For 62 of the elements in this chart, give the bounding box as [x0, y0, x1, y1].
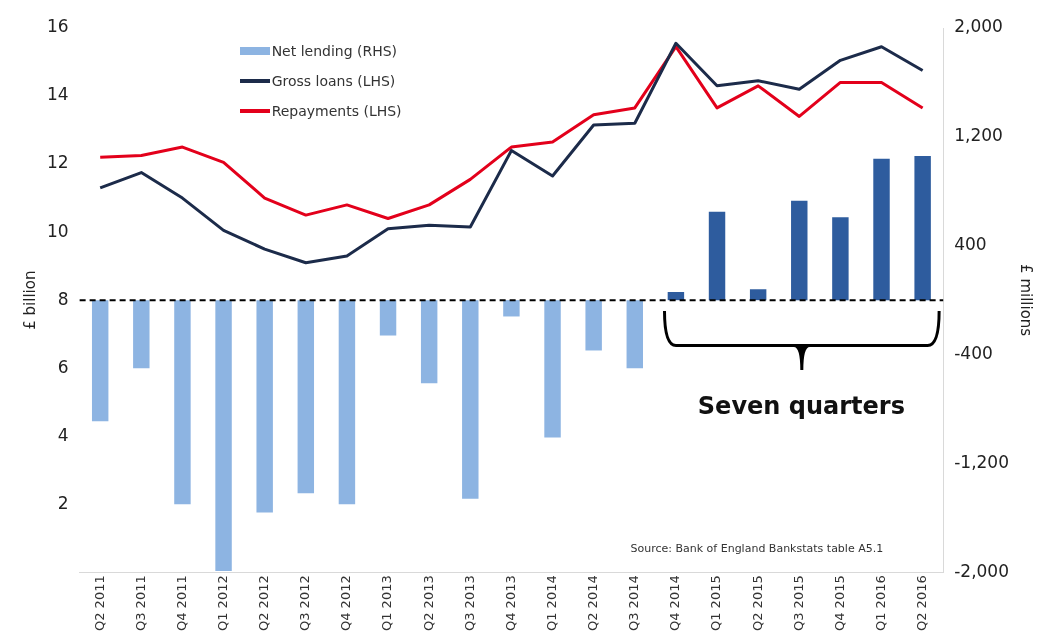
y-tick-label: 6 — [57, 356, 69, 377]
x-tick-label: Q3 2011 — [132, 575, 148, 632]
x-tick-label: Q1 2012 — [214, 575, 230, 632]
bar — [379, 300, 397, 336]
bar — [503, 300, 520, 317]
legend-label: Gross loans (LHS) — [271, 73, 396, 89]
y2-tick-label: -1,200 — [954, 451, 1010, 472]
x-tick-label: Q1 2016 — [872, 575, 888, 632]
bar — [873, 158, 890, 301]
y-tick-label: 2 — [57, 492, 69, 513]
annotation: Source: Bank of England Bankstats table A5.1 — [630, 542, 884, 556]
bar — [585, 300, 602, 351]
y2-tick-label: 400 — [954, 234, 987, 255]
bar — [708, 211, 726, 301]
x-tick-label: Q3 2012 — [297, 575, 313, 632]
bar — [297, 300, 315, 494]
bar — [914, 155, 931, 301]
y-tick-label: 4 — [57, 424, 69, 445]
y2-axis-title: £ millions — [1017, 264, 1036, 337]
x-tick-label: Q2 2014 — [585, 575, 601, 632]
bar — [174, 300, 191, 505]
x-tick-label: Q4 2015 — [831, 575, 847, 632]
y-tick-label: 8 — [57, 288, 69, 309]
x-tick-label: Q4 2012 — [338, 575, 354, 632]
x-tick-label: Q4 2011 — [173, 575, 189, 632]
y-tick-label: 12 — [46, 152, 69, 173]
y-tick-label: 10 — [46, 220, 69, 241]
y-tick-label: 14 — [46, 84, 69, 105]
x-tick-label: Q2 2016 — [914, 575, 930, 632]
x-tick-label: Q1 2013 — [379, 575, 395, 632]
y2-tick-label: 1,200 — [954, 125, 1003, 146]
x-tick-label: Q4 2014 — [667, 575, 683, 632]
bar — [544, 300, 561, 438]
x-tick-label: Q4 2013 — [502, 575, 518, 632]
legend-label: Net lending (RHS) — [271, 43, 398, 59]
x-tick-label: Q2 2013 — [420, 575, 436, 632]
x-tick-label: Q2 2015 — [749, 575, 765, 632]
y-axis-title: £ billion — [20, 270, 39, 330]
x-tick-label: Q3 2013 — [461, 575, 477, 632]
x-tick-label: Q3 2015 — [790, 575, 806, 632]
y2-tick-label: -2,000 — [954, 560, 1010, 581]
bar — [338, 300, 356, 505]
bar — [91, 300, 109, 422]
bar — [832, 217, 849, 301]
x-tick-label: Q3 2014 — [626, 575, 642, 632]
y2-tick-label: -400 — [954, 342, 993, 363]
bar — [791, 200, 808, 301]
bar — [420, 300, 438, 384]
x-tick-label: Q1 2014 — [543, 575, 559, 632]
bar — [462, 300, 479, 499]
bar — [256, 300, 273, 513]
bar — [215, 300, 232, 571]
x-tick-label: Q2 2011 — [91, 575, 107, 632]
y2-tick-label: 2,000 — [954, 16, 1003, 37]
y-tick-label: 16 — [46, 16, 69, 37]
bar — [133, 300, 150, 369]
x-tick-label: Q1 2015 — [708, 575, 724, 632]
bar — [626, 300, 644, 369]
x-tick-label: Q2 2012 — [256, 575, 272, 632]
annotation: Seven quarters — [696, 392, 906, 421]
legend-label: Repayments (LHS) — [271, 103, 402, 119]
bar — [749, 289, 767, 301]
